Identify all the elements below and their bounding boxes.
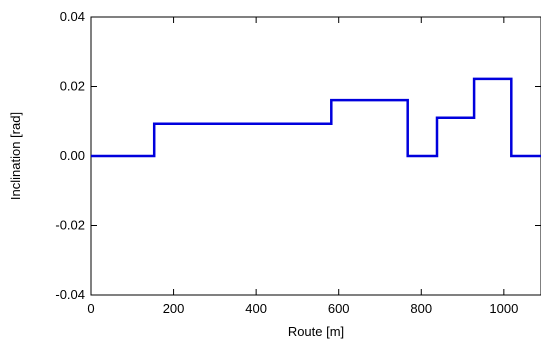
y-tick-label: 0.02 [60,79,85,94]
tick-marks [90,16,541,296]
x-tick-label: 0 [87,301,94,316]
tick-labels: 0 200 400 600 800 1000 0.04 0.02 0.00 -0.02 -0.04 [55,9,518,316]
x-tick-label: 800 [410,301,432,316]
x-tick-label: 1000 [489,301,518,316]
y-tick-label: 0.00 [60,148,85,163]
y-tick-label: -0.02 [55,218,85,233]
y-axis-label: Inclination [rad] [8,112,23,200]
x-tick-label: 200 [163,301,185,316]
plot-frame [90,16,541,296]
x-axis-label: Route [m] [288,324,344,339]
y-tick-label: -0.04 [55,287,85,302]
x-tick-label: 600 [328,301,350,316]
y-tick-label: 0.04 [60,9,85,24]
x-tick-label: 400 [245,301,267,316]
series-line [91,77,541,158]
